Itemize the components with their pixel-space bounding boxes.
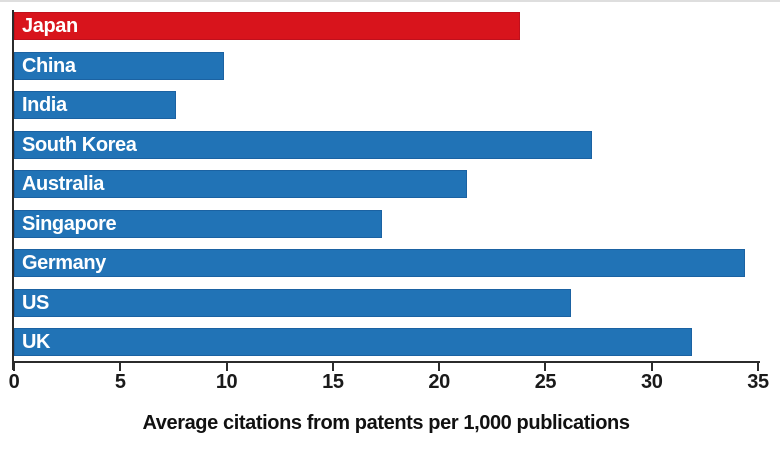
x-tick [757,363,759,371]
top-border-line [0,0,780,2]
x-tick [13,363,15,371]
bar-us: US [14,288,571,317]
bar-label: India [22,94,67,116]
x-tick-label: 5 [114,371,126,393]
x-tick-label: 15 [322,371,344,393]
bar-germany: Germany [14,249,746,277]
bar-australia: Australia [14,170,467,198]
x-tick [650,363,653,371]
x-tick [438,363,441,371]
bar-label: Japan [22,15,78,37]
x-axis-line [12,361,760,363]
x-tick [331,363,334,371]
bar-label: Germany [22,252,106,274]
x-tick-label: 0 [8,371,20,393]
bar-singapore: Singapore [14,209,382,238]
bar-india: India [14,91,176,119]
x-tick [119,363,122,371]
x-tick-label: 20 [428,371,450,393]
bar-label: Singapore [22,212,117,235]
x-tick-label: 25 [534,371,557,393]
x-axis-title: Average citations from patents per 1,000… [142,412,630,434]
bar-uk: UK [14,328,693,356]
y-axis-line [12,10,14,370]
bar-china: China [14,51,225,80]
bar-label: China [22,54,76,77]
x-tick-label: 30 [640,371,663,393]
bar-label: UK [22,331,51,353]
x-tick-label: 10 [215,371,238,393]
bar-label: US [22,291,49,314]
x-tick [544,363,547,371]
bar-label: South Korea [22,133,137,156]
x-tick [225,363,228,371]
bar-japan: Japan [14,12,520,40]
bar-label: Australia [22,173,104,195]
x-tick-label: 35 [747,371,769,393]
bar-south-korea: South Korea [14,130,593,159]
